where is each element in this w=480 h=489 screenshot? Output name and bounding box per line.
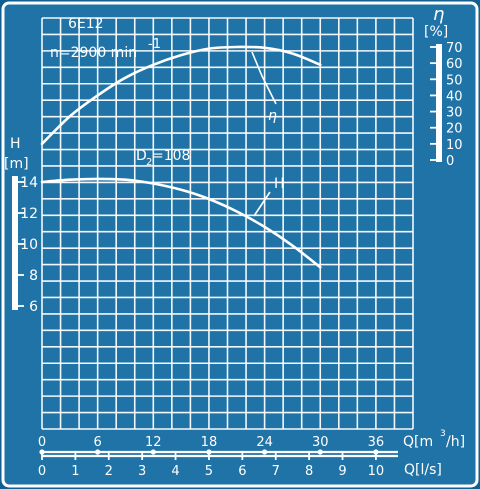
q-axis-exponent: 3: [440, 429, 446, 439]
q-axis-ticks: 0 6 12 18 24 30 36: [38, 435, 384, 455]
h-axis-unit: [m]: [4, 156, 29, 172]
q-tick-label: 30: [312, 435, 329, 450]
eta-tick-label: 50: [446, 73, 463, 88]
eta-tick-label: 40: [446, 89, 463, 104]
eta-tick-label: 20: [446, 122, 463, 137]
ls-tick-label: 4: [171, 464, 179, 479]
eta-tick-label: 30: [446, 106, 463, 121]
impeller-value: =108: [152, 148, 190, 164]
ls-tick-label: 8: [305, 464, 313, 479]
plot-grid: [41, 17, 414, 430]
q-tick-label: 0: [38, 435, 46, 450]
h-tick-label: 10: [20, 237, 38, 253]
eta-curve-label: η: [268, 108, 277, 124]
eta-tick-label: 0: [446, 154, 454, 169]
q-tick-label: 12: [145, 435, 162, 450]
h-tick-label: 12: [20, 206, 38, 222]
eta-tick-label: 60: [446, 57, 463, 72]
ls-tick-label: 3: [138, 464, 146, 479]
q-tick-dot: [317, 449, 323, 455]
q-tick-dot: [95, 449, 101, 455]
ls-tick-label: 0: [38, 464, 46, 479]
eta-axis-title: η: [433, 4, 444, 25]
h-axis-ticks: 14 12 10 8 6: [12, 175, 38, 315]
ls-tick-label: 7: [272, 464, 280, 479]
h-tick-label: 14: [20, 175, 38, 191]
eta-axis-unit: [%]: [424, 24, 448, 40]
ls-axis-ticks: 0 1 2 3 4 5 6 7 8 9 10: [38, 452, 384, 479]
q-tick-label: 6: [94, 435, 102, 450]
h-curve-label: H: [274, 176, 285, 192]
q-tick-label: 18: [201, 435, 218, 450]
model-label: 6E12: [68, 16, 104, 32]
q-tick-label: 24: [256, 435, 273, 450]
ls-tick-label: 1: [71, 464, 79, 479]
impeller-label: D: [136, 148, 147, 164]
ls-tick-label: 10: [368, 464, 385, 479]
ls-axis-label: Q[l/s]: [404, 462, 442, 478]
q-tick-label: 36: [368, 435, 385, 450]
speed-label: n=2900 min: [50, 45, 137, 61]
ls-tick-label: 5: [205, 464, 213, 479]
eta-curve: [40, 45, 322, 146]
eta-tick-label: 10: [446, 138, 463, 153]
h-tick-label: 6: [29, 299, 38, 315]
h-axis-title: H: [10, 136, 21, 152]
q-axis-label: Q[m: [403, 434, 433, 450]
eta-scale-bar: [436, 44, 442, 162]
q-tick-dot: [150, 449, 156, 455]
h-curve: [40, 177, 322, 269]
h-leader-line: [253, 191, 271, 217]
speed-exponent: -1: [148, 37, 161, 52]
q-tick-dot: [262, 449, 268, 455]
eta-leader-line: [251, 51, 277, 105]
h-scale-bar: [12, 176, 18, 310]
ls-tick-label: 9: [338, 464, 346, 479]
eta-tick-label: 70: [446, 41, 463, 56]
ls-tick-label: 6: [238, 464, 246, 479]
h-tick-label: 8: [29, 268, 38, 284]
impeller-subscript: 2: [146, 157, 152, 168]
curves: [40, 45, 322, 269]
q-axis-tail: /h]: [446, 434, 465, 450]
ls-tick-label: 2: [105, 464, 113, 479]
